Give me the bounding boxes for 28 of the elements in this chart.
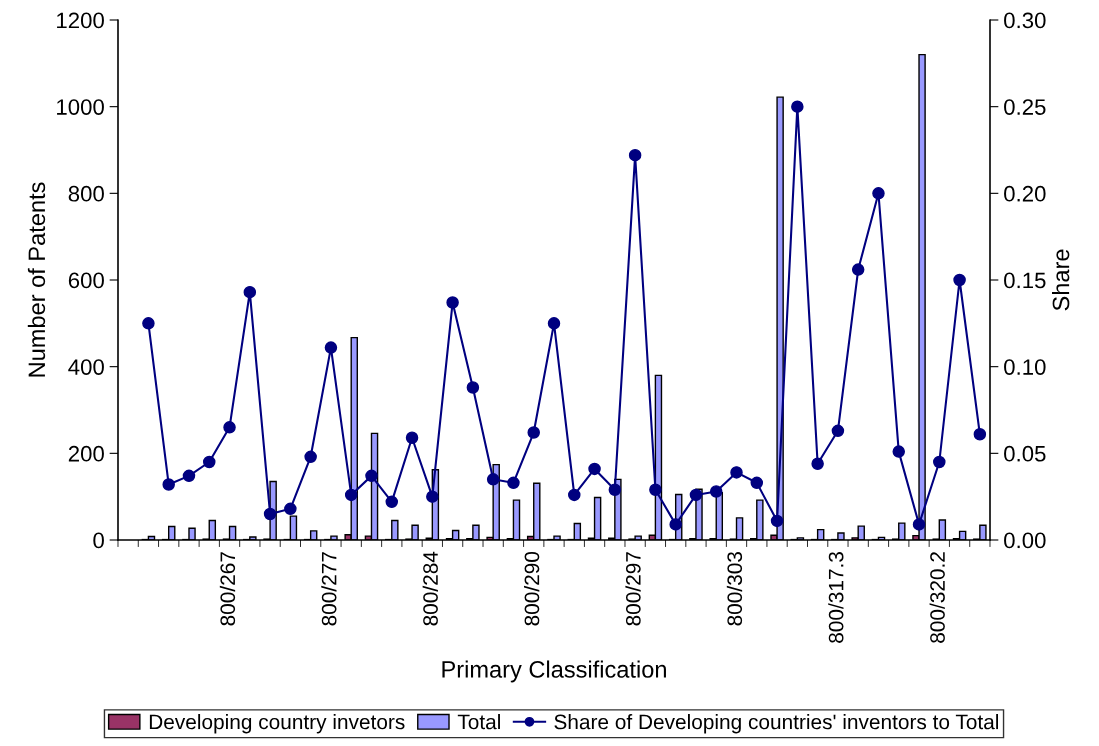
y2-tick-label: 0.20 <box>1004 185 1046 202</box>
legend-label: Share of Developing countries' inventors to Total <box>554 714 999 734</box>
y2-axis-title: Share <box>1052 249 1070 311</box>
x-tick-label: 800/297 <box>625 552 641 626</box>
y2-tick-label: 0.15 <box>1004 272 1046 289</box>
y-tick-label: 1000 <box>57 99 104 115</box>
legend-label: Developing country invetors <box>149 714 405 734</box>
y-tick-label: 400 <box>68 359 104 375</box>
y-tick-label: 600 <box>68 272 104 289</box>
y-tick-label: 200 <box>68 445 104 462</box>
y-tick-label: 1200 <box>57 12 104 29</box>
y2-tick-label: 0.25 <box>1004 99 1046 115</box>
x-tick-label: 800/320.2 <box>929 552 945 643</box>
legend-label: Total <box>457 714 500 730</box>
x-tick-label: 800/277 <box>321 552 337 626</box>
y2-tick-label: 0.00 <box>1004 532 1046 549</box>
x-tick-label: 800/317.3 <box>828 552 844 643</box>
x-tick-label: 800/290 <box>524 551 540 626</box>
x-tick-label: 800/267 <box>219 552 236 626</box>
y-tick-label: 0 <box>93 532 104 549</box>
x-axis-title: Primary Classification <box>442 660 666 683</box>
y-axis-title: Number of Patents <box>27 182 46 377</box>
y2-tick-label: 0.10 <box>1004 359 1046 375</box>
x-tick-label: 800/284 <box>422 551 438 626</box>
y-tick-label: 800 <box>68 185 104 202</box>
y2-tick-label: 0.30 <box>1004 12 1046 29</box>
x-tick-label: 800/303 <box>726 552 743 626</box>
y2-tick-label: 0.05 <box>1004 445 1046 462</box>
